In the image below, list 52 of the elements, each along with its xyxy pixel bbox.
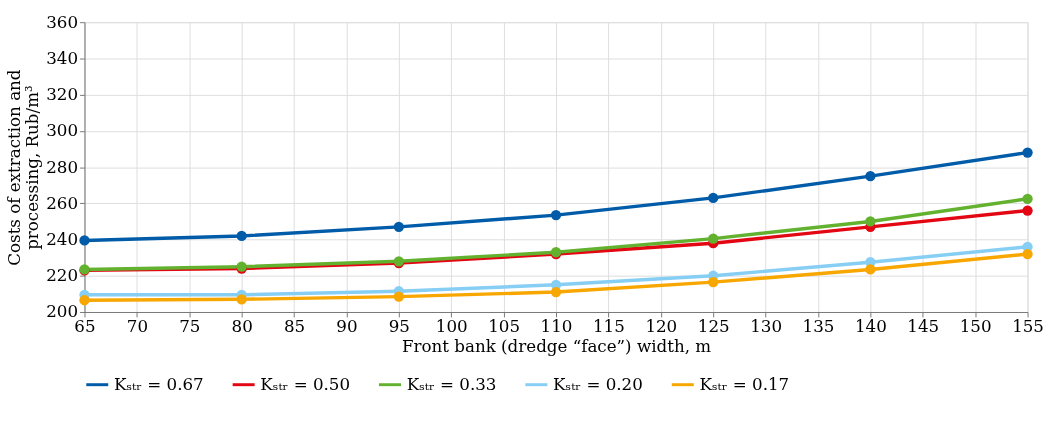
point: [865, 171, 876, 182]
point: [79, 295, 90, 306]
point: [708, 276, 719, 288]
y-tick-label: 340: [46, 47, 79, 68]
point: [865, 216, 876, 227]
point: [393, 291, 404, 302]
legend-label: Kₛₜᵣ = 0.17: [699, 373, 790, 394]
y-axis-title: Costs of extraction and processing, Rub/m³: [3, 69, 43, 266]
point: [550, 286, 562, 298]
x-tick-label: 100: [435, 316, 468, 337]
x-axis-title: Front bank (dredge “face”) width, m: [401, 335, 712, 356]
y-tick-label: 320: [46, 84, 79, 105]
point: [550, 209, 562, 221]
x-tick-label: 115: [592, 316, 625, 337]
y-tick-label: 360: [46, 11, 79, 32]
point: [236, 230, 247, 242]
point: [79, 235, 90, 246]
y-tick-label: 260: [46, 192, 79, 213]
x-tick-label: 65: [74, 316, 96, 337]
point: [236, 294, 247, 305]
x-tick-label: 120: [645, 316, 678, 337]
point: [708, 233, 719, 244]
point: [865, 264, 876, 275]
point: [708, 192, 719, 204]
x-tick-label: 75: [179, 316, 201, 337]
point: [1022, 205, 1033, 216]
x-tick-label: 105: [488, 316, 521, 337]
point: [1022, 147, 1033, 158]
x-tick-label: 155: [1012, 316, 1044, 337]
x-tick-label: 145: [907, 316, 940, 337]
x-tick-label: 150: [959, 316, 992, 337]
x-tick-label: 135: [802, 316, 835, 337]
legend-label: Kₛₜᵣ = 0.33: [406, 373, 497, 394]
x-tick-label: 140: [854, 316, 887, 337]
x-tick-label: 110: [540, 316, 573, 337]
x-tick-label: 125: [697, 316, 730, 337]
y-tick-label: 300: [46, 120, 79, 141]
legend-label: Kₛₜᵣ = 0.50: [260, 373, 351, 394]
point: [1022, 193, 1033, 204]
y-tick-label: 220: [46, 265, 79, 286]
legend-label: Kₛₜᵣ = 0.67: [113, 373, 204, 394]
x-tick-label: 90: [336, 316, 358, 337]
point: [1022, 248, 1033, 260]
y-tick-label: 280: [46, 156, 79, 177]
x-tick-label: 80: [231, 316, 253, 337]
legend-label: Kₛₜᵣ = 0.20: [553, 373, 643, 394]
x-tick-label: 70: [126, 316, 148, 337]
x-tick-label: 130: [750, 316, 783, 337]
y-tick-label: 240: [46, 228, 79, 249]
point: [393, 221, 404, 233]
x-tick-label: 95: [388, 316, 410, 337]
x-tick-label: 85: [283, 316, 306, 337]
